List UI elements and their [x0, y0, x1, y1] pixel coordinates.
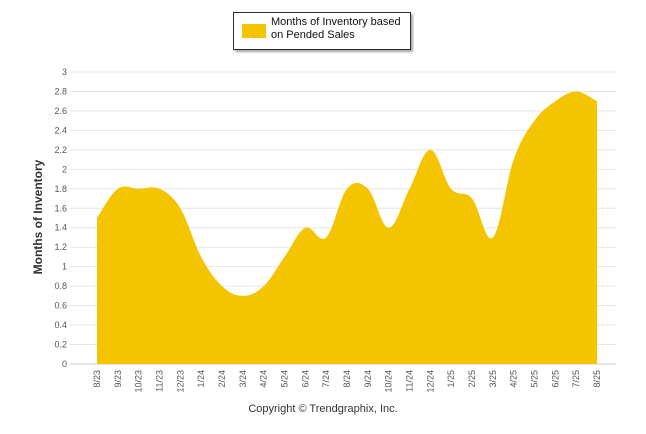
y-tick-label: 2.2: [54, 145, 67, 155]
x-tick-label: 7/24: [321, 370, 331, 388]
x-tick-label: 12/23: [175, 370, 185, 393]
x-tick-label: 3/24: [238, 370, 248, 388]
y-tick-label: 0.8: [54, 281, 67, 291]
y-axis-label: Months of Inventory: [31, 159, 45, 275]
x-tick-label: 12/24: [425, 370, 435, 393]
x-tick-label: 9/24: [363, 370, 373, 388]
x-axis-ticks: 8/23 9/23 10/23 11/23 12/23 1/24 2/24 3/24 4/24 5…: [92, 370, 602, 393]
x-tick-label: 4/25: [509, 370, 519, 388]
legend-swatch: [242, 24, 266, 38]
x-tick-label: 8/25: [592, 370, 602, 388]
x-tick-label: 10/23: [134, 370, 144, 393]
y-tick-label: 2: [62, 164, 67, 174]
y-axis-ticks: 0 0.2 0.4 0.6 0.8 1 1.2 1.4 1.6 1.8 2 2.2 2.4 2.6 2.8 3: [54, 67, 67, 369]
x-tick-label: 1/24: [196, 370, 206, 388]
x-tick-label: 8/23: [92, 370, 102, 388]
y-tick-label: 0: [62, 359, 67, 369]
y-tick-label: 1.6: [54, 203, 67, 213]
x-tick-label: 5/24: [280, 370, 290, 388]
y-tick-label: 0.6: [54, 301, 67, 311]
x-tick-label: 6/25: [550, 370, 560, 388]
copyright-text: Copyright © Trendgraphix, Inc.: [248, 403, 398, 415]
y-tick-label: 1: [62, 262, 67, 272]
y-tick-label: 0.2: [54, 340, 67, 350]
y-tick-label: 1.8: [54, 184, 67, 194]
area-series: [97, 91, 597, 364]
x-tick-label: 1/25: [446, 370, 456, 388]
y-tick-label: 1.4: [54, 223, 67, 233]
x-tick-label: 2/25: [467, 370, 477, 388]
x-tick-label: 8/24: [342, 370, 352, 388]
x-tick-label: 6/24: [300, 370, 310, 388]
legend: Months of Inventory based on Pended Sale…: [233, 12, 411, 50]
x-tick-label: 11/24: [405, 370, 415, 392]
legend-label: Months of Inventory based on Pended Sale…: [271, 16, 401, 41]
x-tick-label: 4/24: [259, 370, 269, 388]
x-tick-label: 10/24: [384, 370, 394, 393]
x-tick-label: 3/25: [488, 370, 498, 388]
y-tick-label: 0.4: [54, 320, 67, 330]
y-tick-label: 2.4: [54, 125, 67, 135]
x-tick-label: 11/23: [155, 370, 165, 392]
y-tick-label: 2.8: [54, 86, 67, 96]
y-tick-label: 2.6: [54, 106, 67, 116]
y-tick-label: 3: [62, 67, 67, 77]
x-tick-label: 2/24: [217, 370, 227, 388]
x-tick-label: 9/23: [113, 370, 123, 388]
x-tick-label: 7/25: [571, 370, 581, 388]
x-tick-label: 5/25: [530, 370, 540, 388]
y-tick-label: 1.2: [54, 242, 67, 252]
